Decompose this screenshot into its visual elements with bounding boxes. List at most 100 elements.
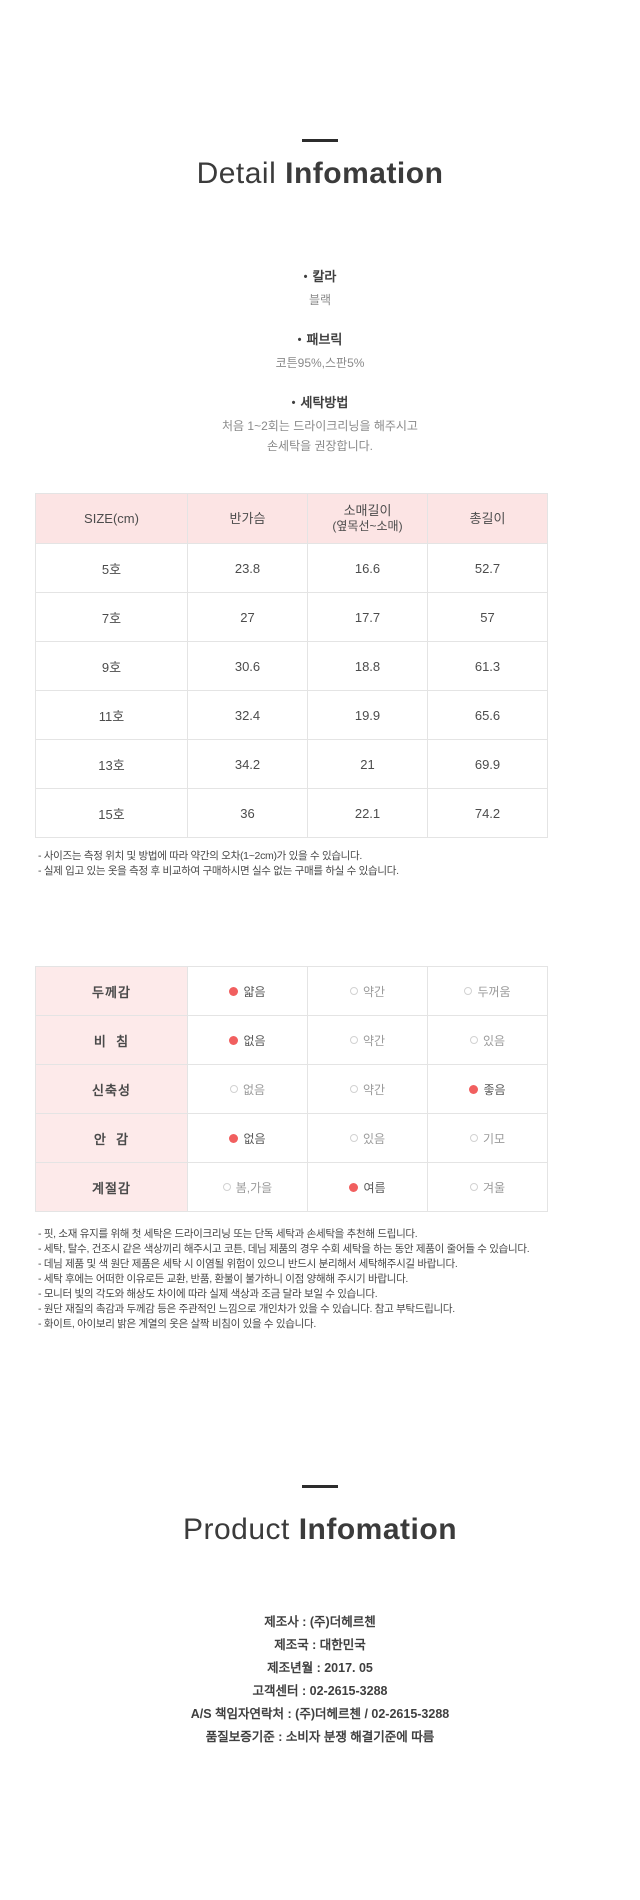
spec-label-text: 패브릭 xyxy=(306,332,343,347)
spec-label-text: 칼라 xyxy=(312,269,337,284)
radio-unselected-icon xyxy=(349,1134,358,1142)
feature-label: 신축성 xyxy=(35,1064,188,1114)
spec-label-color: • 칼라 xyxy=(0,268,640,287)
note-line: - 원단 재질의 촉감과 두께감 등은 주관적인 느낌으로 개인차가 있을 수 … xyxy=(38,1303,455,1315)
note-line: - 데님 제품 및 색 원단 제품은 세탁 시 이염될 위험이 있으니 반드시 … xyxy=(38,1258,458,1270)
option-label: 두꺼움 xyxy=(477,984,511,999)
table-cell: 9호 xyxy=(35,641,188,691)
feature-row-season: 계절감 봄,가을 여름 겨울 xyxy=(35,1162,548,1212)
table-cell: 11호 xyxy=(35,690,188,740)
feature-label: 안 감 xyxy=(35,1113,188,1163)
table-row: 13호 34.2 21 69.9 xyxy=(35,739,548,789)
note-line: - 세탁, 탈수, 건조시 같은 색상끼리 해주시고 코튼, 데님 제품의 경우… xyxy=(38,1243,530,1255)
radio-selected-icon xyxy=(229,1133,239,1143)
note-line: - 모니터 빛의 각도와 해상도 차이에 따라 실제 색상과 조금 달라 보일 … xyxy=(38,1288,378,1300)
table-cell: 21 xyxy=(307,739,428,789)
table-cell: 27 xyxy=(187,592,308,642)
size-header-length: 총길이 xyxy=(427,493,548,544)
product-title-light: Product xyxy=(182,1513,290,1546)
table-row: 5호 23.8 16.6 52.7 xyxy=(35,543,548,593)
feature-row-elasticity: 신축성 없음 약간 좋음 xyxy=(35,1064,548,1114)
option-cell: 약간 xyxy=(307,966,428,1016)
table-cell: 15호 xyxy=(35,788,188,838)
product-section-title: Product Infomation xyxy=(0,1512,640,1548)
note-line: - 화이트, 아이보리 밝은 계열의 옷은 살짝 비침이 있을 수 있습니다. xyxy=(38,1318,316,1330)
option-label: 기모 xyxy=(482,1131,506,1146)
option-label: 없음 xyxy=(243,1131,266,1146)
spec-values: 처음 1~2회는 드라이크리닝을 해주시고 손세탁을 권장합니다. xyxy=(0,416,640,456)
radio-unselected-icon xyxy=(229,1085,238,1093)
spec-group-washing: • 세탁방법 처음 1~2회는 드라이크리닝을 해주시고 손세탁을 권장합니다. xyxy=(0,394,640,456)
spec-group-fabric: • 패브릭 코튼95%,스판5% xyxy=(0,331,640,373)
feature-label: 계절감 xyxy=(35,1162,188,1212)
option-label: 얇음 xyxy=(243,984,266,999)
detail-title-bold: Infomation xyxy=(285,157,444,190)
table-cell: 19.9 xyxy=(307,690,428,740)
size-header-sleeve-main: 소매길이 xyxy=(343,503,392,518)
detail-section-title: Detail Infomation xyxy=(0,156,640,192)
note-line: - 핏, 소재 유지를 위해 첫 세탁은 드라이크리닝 또는 단독 세탁과 손세… xyxy=(38,1228,418,1240)
info-line-date: 제조년월 : 2017. 05 xyxy=(267,1661,373,1675)
table-cell: 74.2 xyxy=(427,788,548,838)
size-header-sleeve: 소매길이 (옆목선~소매) xyxy=(307,493,428,544)
table-row: 9호 30.6 18.8 61.3 xyxy=(35,641,548,691)
size-table-header-row: SIZE(cm) 반가슴 소매길이 (옆목선~소매) 총길이 xyxy=(35,493,548,544)
spec-label-text: 세탁방법 xyxy=(300,395,349,410)
info-line-customer-center: 고객센터 : 02-2615-3288 xyxy=(252,1684,388,1698)
radio-unselected-icon xyxy=(469,1183,478,1191)
info-line-manufacturer: 제조사 : (주)더헤르첸 xyxy=(264,1615,376,1629)
table-cell: 17.7 xyxy=(307,592,428,642)
bullet-icon: • xyxy=(303,271,308,283)
option-cell: 좋음 xyxy=(427,1064,548,1114)
option-cell: 약간 xyxy=(307,1015,428,1065)
feature-table: 두께감 얇음 약간 두꺼움 비 침 없음 약간 있음 신축성 없음 약간 좋음 … xyxy=(35,966,548,1212)
option-cell: 봄,가을 xyxy=(187,1162,308,1212)
option-cell: 있음 xyxy=(307,1113,428,1163)
size-notes: - 사이즈는 측정 위치 및 방법에 따라 약간의 오차(1~2cm)가 있을 … xyxy=(38,849,613,879)
option-label: 좋음 xyxy=(483,1082,506,1097)
option-label: 없음 xyxy=(243,1033,266,1048)
spec-value-color: 블랙 xyxy=(308,293,332,307)
table-cell: 22.1 xyxy=(307,788,428,838)
table-row: 15호 36 22.1 74.2 xyxy=(35,788,548,838)
radio-unselected-icon xyxy=(349,1036,358,1044)
table-cell: 30.6 xyxy=(187,641,308,691)
product-info: 제조사 : (주)더헤르첸 제조국 : 대한민국 제조년월 : 2017. 05… xyxy=(0,1611,640,1749)
size-table: SIZE(cm) 반가슴 소매길이 (옆목선~소매) 총길이 5호 23.8 1… xyxy=(35,493,548,838)
option-cell: 기모 xyxy=(427,1113,548,1163)
option-label: 있음 xyxy=(362,1131,386,1146)
table-cell: 16.6 xyxy=(307,543,428,593)
radio-unselected-icon xyxy=(469,1134,478,1142)
option-cell: 있음 xyxy=(427,1015,548,1065)
spec-label-washing: • 세탁방법 xyxy=(0,394,640,413)
option-cell: 두꺼움 xyxy=(427,966,548,1016)
size-header-chest: 반가슴 xyxy=(187,493,308,544)
radio-selected-icon xyxy=(229,1035,239,1045)
detail-title-light: Detail xyxy=(196,157,277,190)
option-label: 약간 xyxy=(362,984,386,999)
option-label: 약간 xyxy=(362,1033,386,1048)
table-cell: 13호 xyxy=(35,739,188,789)
radio-unselected-icon xyxy=(222,1183,231,1191)
size-header-size: SIZE(cm) xyxy=(35,493,188,544)
note-line: - 사이즈는 측정 위치 및 방법에 따라 약간의 오차(1~2cm)가 있을 … xyxy=(38,850,363,862)
radio-selected-icon xyxy=(469,1084,479,1094)
info-line-country: 제조국 : 대한민국 xyxy=(274,1638,366,1652)
option-label: 약간 xyxy=(362,1082,386,1097)
radio-selected-icon xyxy=(229,986,239,996)
feature-label: 두께감 xyxy=(35,966,188,1016)
option-cell: 없음 xyxy=(187,1064,308,1114)
radio-unselected-icon xyxy=(349,987,358,995)
table-cell: 52.7 xyxy=(427,543,548,593)
radio-unselected-icon xyxy=(349,1085,358,1093)
feature-row-thickness: 두께감 얇음 약간 두꺼움 xyxy=(35,966,548,1016)
table-cell: 18.8 xyxy=(307,641,428,691)
option-cell: 약간 xyxy=(307,1064,428,1114)
spec-value-washing-line1: 처음 1~2회는 드라이크리닝을 해주시고 xyxy=(222,419,418,433)
detail-section-divider xyxy=(302,139,338,142)
table-cell: 7호 xyxy=(35,592,188,642)
table-cell: 57 xyxy=(427,592,548,642)
product-title-bold: Infomation xyxy=(298,1513,458,1546)
table-cell: 34.2 xyxy=(187,739,308,789)
